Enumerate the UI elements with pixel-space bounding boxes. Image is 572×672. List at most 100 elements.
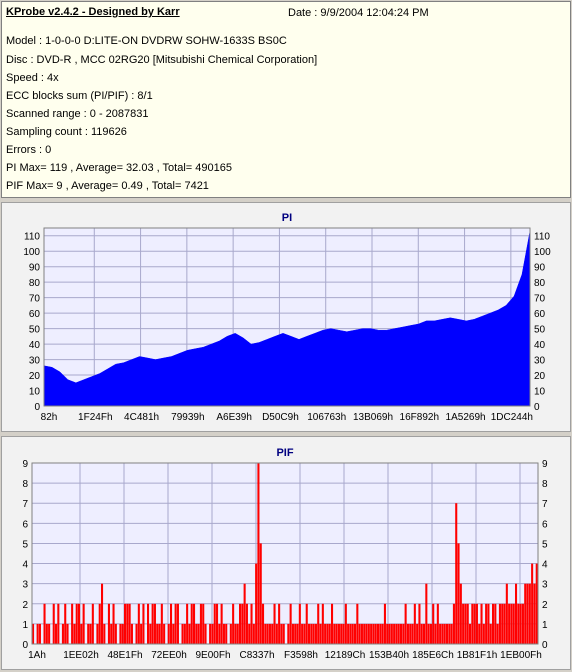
pif-bar — [298, 603, 301, 644]
pif-bar — [199, 603, 202, 644]
pif-bar — [448, 623, 451, 644]
pif-bar — [344, 603, 347, 644]
pif-bar — [52, 603, 55, 644]
pif-bar — [119, 623, 122, 644]
pif-bar — [521, 603, 524, 644]
pif-bar — [388, 623, 391, 644]
pif-bar — [303, 623, 306, 644]
x-tick-label: 1F24Fh — [78, 412, 112, 423]
pif-bar — [229, 623, 232, 644]
pif-bar — [519, 603, 522, 644]
pif-bar — [432, 603, 435, 644]
y-tick-label-left: 80 — [29, 278, 41, 289]
x-tick-label: 79939h — [171, 412, 204, 423]
pif-bar — [190, 603, 193, 644]
pif-bar — [319, 623, 322, 644]
pif-bar — [73, 623, 76, 644]
pif-bar — [250, 603, 253, 644]
pif-bar — [416, 623, 419, 644]
pif-bar — [103, 623, 106, 644]
pif-bar — [466, 603, 469, 644]
info-model: Model : 1-0-0-0 D:LITE-ON DVDRW SOHW-163… — [6, 35, 287, 47]
pif-bar — [172, 623, 175, 644]
pif-bar — [193, 603, 196, 644]
pif-bar — [121, 623, 124, 644]
y-tick-label-right: 60 — [534, 309, 546, 320]
pif-bar — [328, 623, 331, 644]
pif-bar — [239, 603, 242, 644]
pif-bar — [174, 603, 177, 644]
info-speed: Speed : 4x — [6, 72, 59, 84]
pif-bar — [163, 623, 166, 644]
pif-bar — [55, 623, 58, 644]
y-tick-label-left: 0 — [34, 402, 40, 413]
x-tick-label: A6E39h — [216, 412, 252, 423]
pif-bar — [266, 623, 269, 644]
pif-bar — [317, 603, 320, 644]
pif-bar — [413, 603, 416, 644]
pif-bar — [291, 623, 294, 644]
pif-bar — [379, 623, 382, 644]
pif-bar — [43, 603, 46, 644]
pif-bar — [503, 603, 506, 644]
pif-bar — [234, 623, 237, 644]
x-tick-label: 4C481h — [124, 412, 159, 423]
pif-bar — [183, 623, 186, 644]
pif-bar — [455, 503, 458, 644]
pif-bar — [167, 623, 170, 644]
pif-bar — [264, 623, 267, 644]
y-tick-label-right: 50 — [534, 325, 546, 336]
pif-bar — [335, 623, 338, 644]
pif-bar — [130, 623, 133, 644]
pif-bar — [381, 623, 384, 644]
pif-bar — [326, 623, 329, 644]
pif-bar — [372, 623, 375, 644]
pif-bar — [434, 623, 437, 644]
pif-bar — [374, 623, 377, 644]
x-tick-label: 12189Ch — [325, 650, 366, 661]
x-tick-label: 153B40h — [369, 650, 409, 661]
pif-bar — [464, 603, 467, 644]
pif-bar — [397, 623, 400, 644]
pif-bar — [282, 623, 285, 644]
y-tick-label-right: 9 — [542, 459, 548, 470]
y-tick-label-left: 60 — [29, 309, 41, 320]
pi-series-area — [43, 231, 531, 407]
pif-bar — [98, 603, 101, 644]
pif-bar — [211, 623, 214, 644]
pif-bar — [314, 623, 317, 644]
pif-bar — [333, 623, 336, 644]
plot-border — [31, 462, 539, 645]
pif-bar — [485, 603, 488, 644]
pif-bar — [439, 623, 442, 644]
y-tick-label-right: 100 — [534, 247, 551, 258]
info-ecc: ECC blocks sum (PI/PIF) : 8/1 — [6, 90, 153, 102]
x-tick-label: D50C9h — [262, 412, 299, 423]
x-tick-label: 9E00Fh — [195, 650, 230, 661]
pif-bar — [89, 623, 92, 644]
pif-bar — [135, 623, 138, 644]
plot-border — [43, 227, 531, 407]
info-pif-summary: PIF Max= 9 , Average= 0.49 , Total= 7421 — [6, 180, 209, 192]
pif-bar — [347, 623, 350, 644]
pif-bar — [280, 623, 283, 644]
pif-bar — [149, 623, 152, 644]
pif-bar — [236, 623, 239, 644]
y-tick-label-right: 30 — [534, 356, 546, 367]
pif-bar — [195, 623, 198, 644]
pif-bar — [305, 603, 308, 644]
pif-bar — [142, 603, 145, 644]
y-tick-label-right: 3 — [542, 580, 548, 591]
pif-bar — [213, 603, 216, 644]
info-sampling: Sampling count : 119626 — [6, 126, 127, 138]
y-tick-label-right: 1 — [542, 620, 548, 631]
pif-bar — [505, 583, 508, 644]
pif-chart-panel: PIF 0 0 1 1 2 2 3 3 4 4 5 5 6 6 7 7 8 8 9 9 1Ah 1EE02h 48E1Fh 72… — [1, 436, 571, 670]
pif-bar — [337, 623, 340, 644]
x-tick-label: 185E6Ch — [412, 650, 454, 661]
app-title: KProbe v2.4.2 - Designed by Karr — [6, 6, 180, 18]
x-tick-label: C8337h — [239, 650, 274, 661]
pif-chart: PIF 0 0 1 1 2 2 3 3 4 4 5 5 6 6 7 7 8 8 9 9 1Ah 1EE02h 48E1Fh 72… — [22, 447, 548, 661]
pif-bar — [176, 603, 179, 644]
pif-bar — [409, 623, 412, 644]
